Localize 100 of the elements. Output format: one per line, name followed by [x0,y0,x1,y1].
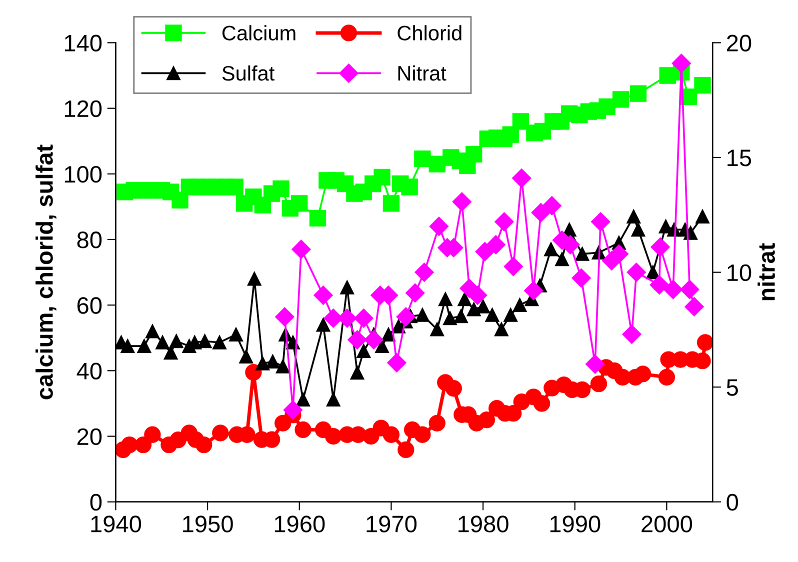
point [292,240,311,259]
point [229,328,243,342]
point [256,356,270,370]
point [172,192,188,208]
point [247,272,262,286]
x-tick-label: 1990 [550,516,600,532]
point [406,283,425,302]
point [398,441,414,458]
point [354,308,374,328]
point [428,414,446,432]
x-tick-label: 1940 [91,516,142,532]
point [555,252,569,266]
point [374,168,390,186]
point [414,262,434,282]
y2-tick-label: 0 [726,494,738,511]
point [466,146,482,163]
point [325,428,342,445]
point [144,426,161,443]
point [415,308,430,322]
point [512,113,530,130]
point [340,280,354,294]
point [245,364,262,381]
point [486,235,506,254]
point [387,353,406,372]
point [212,336,226,350]
point [350,366,364,380]
point [276,359,290,374]
point [314,286,333,305]
point [316,318,330,332]
point [443,311,457,326]
point [438,292,452,306]
point [475,242,494,262]
y2-tick-label: 5 [726,379,738,396]
point [591,212,610,232]
point [533,395,550,412]
legend-label: Sulfat [222,65,275,81]
point [430,322,444,336]
point [326,392,340,406]
point [658,368,676,386]
point [626,262,646,282]
point [348,330,367,350]
x-tick-label: 1950 [183,516,233,532]
y2-tick-label: 10 [728,264,752,282]
point [586,354,605,374]
point [590,375,608,392]
point [429,216,448,236]
point [364,330,384,350]
point [485,308,500,322]
point [494,212,514,232]
point [458,292,472,306]
point [121,436,138,454]
point [396,307,416,326]
point [226,178,244,196]
point [212,424,229,442]
y2-tick-label: 20 [726,34,752,52]
point [466,302,481,316]
point [356,344,371,358]
y-tick-label: 140 [64,34,102,52]
x-tick-label: 2000 [642,516,692,532]
point [382,328,396,342]
x-tick-label: 1980 [458,516,508,532]
point [512,168,532,188]
y-tick-label: 20 [77,428,102,446]
point [575,246,590,261]
point [198,334,212,348]
point [272,180,290,197]
y-tick-label: 100 [64,166,102,183]
point [164,346,178,360]
point [626,210,641,224]
x-tick-label: 1960 [274,516,325,532]
point [266,354,280,368]
point [630,85,647,102]
point [454,309,468,324]
y-axis-title: calcium, chlorid, sulfat [36,144,56,400]
y-tick-label: 0 [90,494,102,511]
y-tick-label: 80 [77,232,102,248]
point [309,210,326,227]
y2-tick-label: 15 [728,150,752,166]
point [401,178,418,196]
y-tick-label: 120 [64,100,102,118]
point [296,392,310,406]
point [120,339,135,354]
point [631,222,646,237]
point [478,412,496,428]
point [375,339,389,354]
point [428,156,446,172]
point [672,54,691,73]
point [169,334,184,348]
point [504,257,523,276]
point [504,308,518,322]
point [680,280,700,300]
legend-label: Calcium [222,25,296,40]
point [544,242,558,256]
point [196,436,212,454]
point [294,421,312,438]
point [512,298,527,312]
point [650,275,669,294]
point [414,426,431,443]
point [134,436,152,454]
point [634,366,652,382]
